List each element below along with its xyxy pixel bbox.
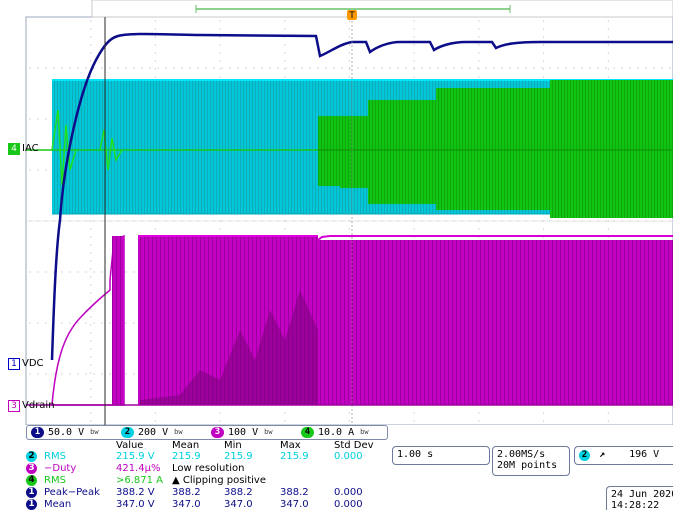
measurement-header-cell: Max bbox=[280, 440, 301, 451]
measurement-max: 388.2 bbox=[280, 487, 309, 498]
ch3-label[interactable]: 3 Vdrain bbox=[8, 400, 55, 412]
measurement-channel-badge: 1 bbox=[26, 487, 37, 498]
measurement-header-cell: Value bbox=[116, 440, 144, 451]
measurement-channel-badge: 3 bbox=[26, 463, 37, 474]
rising-edge-icon: ↗ bbox=[599, 449, 606, 460]
measurement-channel-badge: 2 bbox=[26, 451, 37, 462]
measurement-min: 388.2 bbox=[224, 487, 253, 498]
measurement-header-cell: Mean bbox=[172, 440, 200, 451]
datetime-box: 24 Jun 2020 14:28:22 bbox=[606, 486, 673, 510]
record-length-value: 20M points bbox=[497, 460, 558, 471]
measurement-name: Peak−Peak bbox=[44, 487, 100, 498]
time-value: 14:28:22 bbox=[611, 500, 660, 510]
ch1-scale[interactable]: 1 50.0 V bw bbox=[31, 426, 99, 439]
measurement-max: 215.9 bbox=[280, 451, 309, 462]
trigger-position-marker[interactable]: T bbox=[347, 10, 357, 21]
ch3-waveform bbox=[26, 234, 673, 406]
ch2-label[interactable]: 4 IAC bbox=[8, 143, 39, 155]
date-value: 24 Jun 2020 bbox=[611, 489, 673, 500]
measurement-value: >6.871 A bbox=[116, 475, 164, 486]
ch1-marker: 1 bbox=[8, 358, 20, 370]
ch4-scale[interactable]: 4 10.0 A bw bbox=[301, 426, 369, 439]
ch1-scale-badge: 1 bbox=[31, 426, 44, 438]
measurement-std: 0.000 bbox=[334, 499, 363, 510]
sample-rate-value: 2.00MS/s bbox=[497, 449, 546, 460]
ch1-bandwidth-icon: bw bbox=[90, 428, 99, 436]
waveform-display: T bbox=[25, 0, 673, 425]
ch4-waveform bbox=[26, 80, 673, 218]
ch4-scale-badge: 4 bbox=[301, 426, 314, 438]
ch3-bandwidth-icon: bw bbox=[264, 428, 273, 436]
ch3-scale-value: 100 V bbox=[228, 427, 259, 438]
measurement-value: 215.9 V bbox=[116, 451, 155, 462]
measurement-value: 388.2 V bbox=[116, 487, 155, 498]
ch4-bandwidth-icon: bw bbox=[360, 428, 369, 436]
channel-scale-bar: 1 50.0 V bw 2 200 V bw 3 100 V bw 4 10.0 A bw bbox=[26, 425, 388, 440]
measurement-name: −Duty bbox=[44, 463, 77, 474]
measurement-std: 0.000 bbox=[334, 487, 363, 498]
ch2-bandwidth-icon: bw bbox=[174, 428, 183, 436]
ch1-label[interactable]: 1 VDC bbox=[8, 358, 44, 370]
horizontal-scale-value: 1.00 s bbox=[397, 449, 434, 460]
measurement-table: Value Mean Min Max Std Dev 2 RMS 215.9 V 215.9 21… bbox=[26, 440, 376, 510]
horizontal-scale-box[interactable]: 1.00 s bbox=[392, 446, 490, 465]
measurement-name: RMS bbox=[44, 475, 66, 486]
measurement-mean: 347.0 bbox=[172, 499, 201, 510]
measurement-value: 347.0 V bbox=[116, 499, 155, 510]
measurement-channel-badge: 4 bbox=[26, 475, 37, 486]
measurement-channel-badge: 1 bbox=[26, 499, 37, 510]
measurement-max: 347.0 bbox=[280, 499, 309, 510]
ch4-scale-value: 10.0 A bbox=[318, 427, 355, 438]
ch4-marker: 4 bbox=[8, 143, 20, 155]
measurement-header-cell: Std Dev bbox=[334, 440, 374, 451]
ch3-scale-badge: 3 bbox=[211, 426, 224, 438]
measurement-min: 347.0 bbox=[224, 499, 253, 510]
measurement-value: 421.4μ% bbox=[116, 463, 161, 474]
trigger-channel-badge: 2 bbox=[579, 450, 590, 461]
measurement-std: 0.000 bbox=[334, 451, 363, 462]
measurement-name: RMS bbox=[44, 451, 66, 462]
acquisition-box[interactable]: 2.00MS/s 20M points bbox=[492, 446, 570, 476]
svg-text:T: T bbox=[348, 11, 355, 21]
ch3-marker: 3 bbox=[8, 400, 20, 412]
measurement-mean: Low resolution bbox=[172, 463, 245, 474]
ch1-scale-value: 50.0 V bbox=[48, 427, 85, 438]
ch2-label-text: IAC bbox=[22, 143, 39, 154]
measurement-header-cell: Min bbox=[224, 440, 242, 451]
measurement-mean: 388.2 bbox=[172, 487, 201, 498]
measurement-name: Mean bbox=[44, 499, 72, 510]
trigger-level-value: 196 V bbox=[629, 449, 660, 460]
ch1-waveform bbox=[50, 32, 673, 361]
measurement-mean: 215.9 bbox=[172, 451, 201, 462]
measurement-mean: ▲ Clipping positive bbox=[172, 475, 266, 486]
ch3-label-text: Vdrain bbox=[22, 400, 55, 411]
ch2-scale-badge: 2 bbox=[121, 426, 134, 438]
ch3-scale[interactable]: 3 100 V bw bbox=[211, 426, 273, 439]
ch2-scale-value: 200 V bbox=[138, 427, 169, 438]
measurement-min: 215.9 bbox=[224, 451, 253, 462]
ch2-scale[interactable]: 2 200 V bw bbox=[121, 426, 183, 439]
ch1-label-text: VDC bbox=[22, 358, 44, 369]
trigger-box[interactable]: 2 ↗ 196 V bbox=[574, 446, 673, 465]
